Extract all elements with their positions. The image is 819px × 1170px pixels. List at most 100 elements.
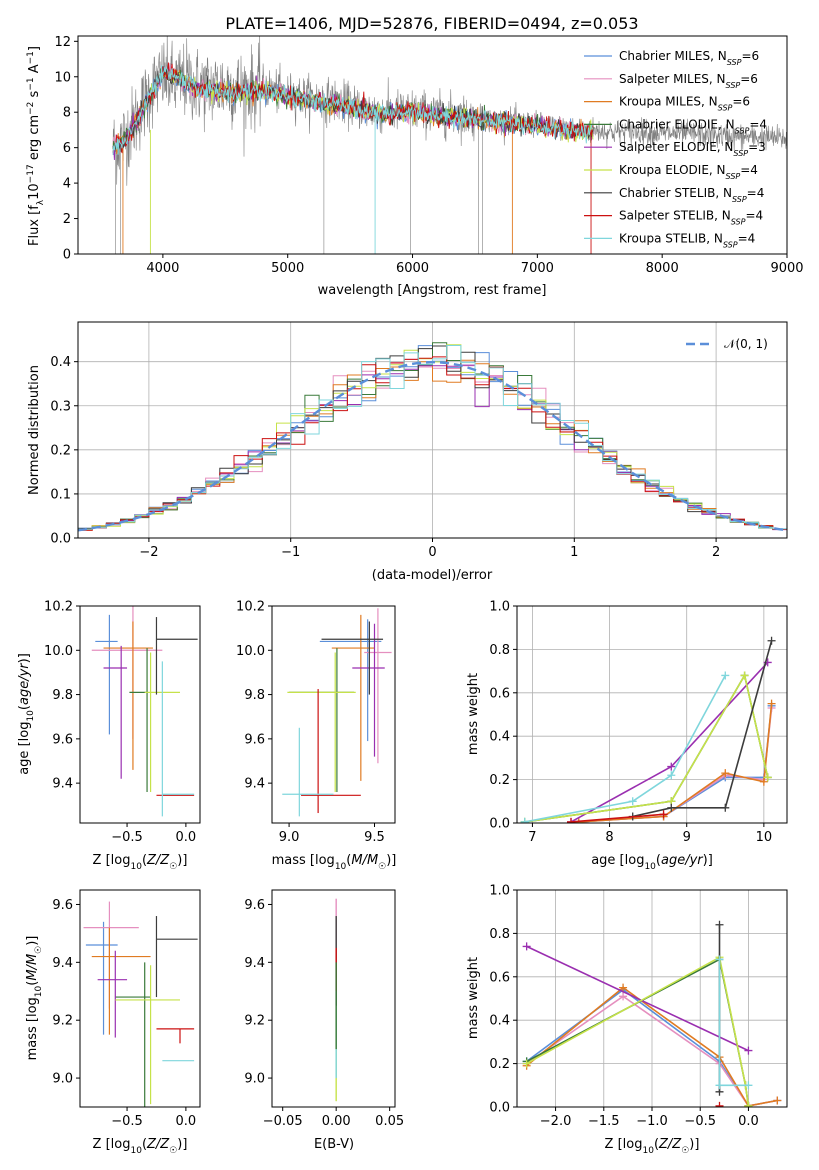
x-tick-label: 9000 [770, 261, 803, 276]
series-marker [744, 1046, 753, 1055]
y-tick-label: 0 [63, 248, 71, 263]
y-tick-label: 4 [63, 177, 71, 192]
series-marker [721, 671, 730, 680]
legend-entry: 𝒩(0, 1) [724, 337, 768, 351]
y-tick-label: 10 [54, 70, 71, 85]
y-tick-label: 9.6 [52, 732, 73, 747]
y-tick-label: 9.4 [52, 956, 73, 971]
y-tick-label: 0.6 [489, 970, 510, 985]
x-axis-label: Z [log10(Z/Z☉)] [93, 1137, 188, 1156]
x-tick-label: 5000 [271, 261, 304, 276]
x-tick-label: 0.0 [176, 830, 197, 845]
legend-entry: Chabrier STELIB, NSSP=4 [619, 186, 764, 204]
plot-area [520, 636, 776, 823]
x-axis-label: wavelength [Angstrom, rest frame] [318, 283, 547, 298]
y-tick-label: 6 [63, 141, 71, 156]
y-tick-label: 0.1 [50, 487, 71, 502]
series-chabrier-stelib [628, 636, 776, 821]
y-tick-label: 0.0 [489, 817, 510, 832]
y-tick-label: 0.4 [50, 355, 71, 370]
x-tick-label: 7000 [521, 261, 554, 276]
series-marker [567, 817, 575, 823]
x-tick-label: 7 [528, 830, 536, 845]
x-tick-label: −1.0 [636, 1114, 668, 1129]
y-axis-label: mass weight [466, 673, 481, 755]
errorbar-point [103, 645, 128, 779]
errorbar-point [319, 619, 382, 742]
axes-frame [79, 605, 201, 824]
y-tick-label: 9.6 [244, 898, 265, 913]
x-tick-label: 8 [605, 830, 613, 845]
errorbar-point [282, 727, 334, 817]
x-tick-label: −0.05 [263, 1114, 303, 1129]
series-marker [767, 699, 776, 708]
series-line [524, 675, 727, 823]
y-axis-label: Normed distribution [27, 365, 42, 495]
series-salpeter-stelib [715, 1101, 724, 1107]
plot-area [83, 901, 198, 1107]
y-tick-label: 1.0 [489, 600, 510, 615]
y-tick-label: 9.2 [52, 1014, 73, 1029]
x-tick-label: 9.0 [279, 830, 300, 845]
y-tick-label: 10.0 [44, 644, 73, 659]
errorbar-point [155, 916, 198, 998]
x-axis-label: E(B-V) [314, 1137, 354, 1152]
x-axis-label: Z [log10(Z/Z☉)] [605, 1137, 700, 1156]
y-tick-label: 1.0 [489, 884, 510, 899]
x-tick-label: 0.05 [375, 1114, 404, 1129]
x-tick-label: 9.5 [364, 830, 385, 845]
x-tick-label: −0.5 [684, 1114, 716, 1129]
legend-entry: Kroupa MILES, NSSP=6 [619, 95, 750, 113]
y-tick-label: 9.0 [52, 1072, 73, 1087]
y-tick-label: 9.6 [244, 732, 265, 747]
series-marker [715, 1081, 724, 1090]
legend-entry: Salpeter STELIB, NSSP=4 [619, 209, 763, 227]
errorbar-point [97, 950, 128, 1038]
series-kroupa-elodie [520, 671, 772, 823]
x-tick-label: −1 [281, 545, 300, 560]
y-axis-label: age [log10(age/yr)] [17, 653, 36, 775]
series-marker [721, 769, 730, 778]
axes-massweight-vs-Z: −2.0 −1.5 −1.0 −0.5 0.0 0.0 0.2 0.4 0.6 0.8 1.0 Z [… [466, 884, 788, 1156]
errorbar-point [91, 606, 163, 739]
axes-frame [79, 889, 201, 1108]
series-line [578, 705, 773, 823]
series-kroupa-stelib [715, 955, 753, 1090]
errorbar-point [321, 621, 384, 695]
errorbar-point [95, 614, 118, 735]
y-tick-label: 2 [63, 212, 71, 227]
errorbar-point [91, 927, 151, 1035]
y-tick-label: 9.0 [244, 1072, 265, 1087]
series-marker [740, 671, 749, 680]
legend-entry: Salpeter MILES, NSSP=6 [619, 72, 758, 90]
errorbar-point [155, 617, 198, 695]
y-tick-label: 0.4 [489, 730, 510, 745]
y-tick-label: 9.2 [244, 1014, 265, 1029]
x-tick-label: 0.0 [176, 1114, 197, 1129]
y-tick-label: 12 [54, 35, 71, 50]
y-tick-label: 0.2 [50, 443, 71, 458]
series-marker [659, 810, 668, 819]
x-axis-label: mass [log10(M/M☉)] [272, 853, 397, 872]
axes-frame [271, 889, 396, 1108]
series-line [632, 640, 773, 818]
x-tick-label: 0.0 [738, 1114, 759, 1129]
series-line [526, 958, 750, 1107]
axes-mass-vs-Z: −0.5 0.0 9.0 9.2 9.4 9.6 Z [log10(Z/Z☉)] mass [… [25, 889, 201, 1156]
y-axis-label: Flux [fλ10−17 erg cm−2 s−1 A−1] [26, 46, 46, 246]
y-tick-label: 9.4 [52, 777, 73, 792]
x-tick-label: 1 [570, 545, 578, 560]
x-tick-label: 0 [428, 545, 436, 560]
series-salpeter-stelib [567, 810, 668, 823]
series-chabrier-elodie [522, 955, 753, 1107]
series-salpeter-elodie [522, 942, 753, 1055]
y-axis-label: mass weight [466, 957, 481, 1039]
series-marker [522, 1059, 531, 1068]
y-tick-label: 0.6 [489, 686, 510, 701]
model-spectrum-line [112, 65, 593, 254]
y-tick-label: 10.0 [236, 644, 265, 659]
errorbar-point [115, 965, 180, 1105]
x-tick-label: −0.5 [111, 1114, 143, 1129]
y-tick-label: 8 [63, 106, 71, 121]
series-line [578, 707, 773, 823]
